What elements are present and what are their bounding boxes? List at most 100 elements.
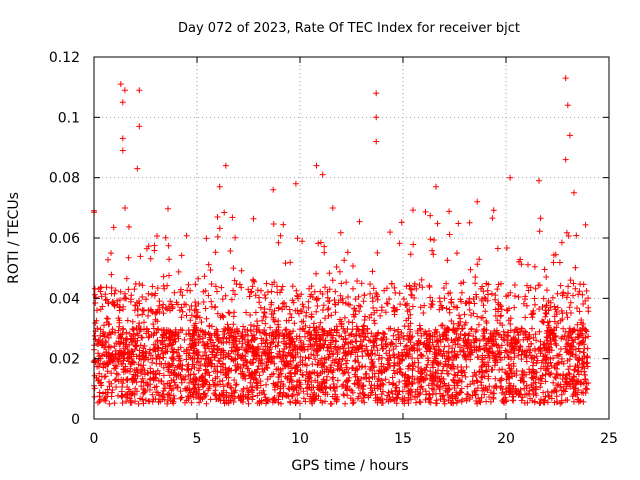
roti-point <box>141 371 148 378</box>
roti-point <box>542 356 549 362</box>
roti-point <box>275 318 282 324</box>
roti-point <box>508 339 514 346</box>
roti-point <box>206 385 212 392</box>
roti-point <box>294 368 301 375</box>
roti-point <box>341 314 348 321</box>
roti-point <box>108 284 115 291</box>
roti-point <box>146 333 153 340</box>
roti-point <box>472 274 479 281</box>
roti-point <box>210 368 217 375</box>
roti-point <box>504 337 511 344</box>
roti-point <box>171 346 177 353</box>
roti-point <box>322 389 329 396</box>
roti-point <box>498 280 504 287</box>
roti-point <box>505 292 512 299</box>
roti-point <box>339 355 346 362</box>
roti-point <box>473 294 480 300</box>
roti-point <box>541 345 548 352</box>
roti-point <box>297 353 304 360</box>
roti-point <box>125 254 132 261</box>
roti-point <box>275 239 282 246</box>
roti-point <box>485 338 492 345</box>
roti-point <box>327 339 334 346</box>
roti-point <box>562 345 569 352</box>
roti-point <box>519 374 525 381</box>
roti-point <box>398 219 405 226</box>
roti-point <box>303 309 310 316</box>
roti-point <box>232 333 239 340</box>
roti-point <box>262 320 269 327</box>
roti-point <box>159 393 166 399</box>
chart-title: Day 072 of 2023, Rate Of TEC Index for r… <box>178 21 520 36</box>
roti-point <box>234 345 241 352</box>
roti-point <box>458 385 465 392</box>
x-tick-label: 0 <box>90 431 99 447</box>
roti-point <box>245 286 252 293</box>
roti-point <box>283 303 290 310</box>
roti-point <box>316 323 323 330</box>
roti-point <box>312 356 319 363</box>
roti-point <box>536 306 543 312</box>
roti-point <box>328 367 335 374</box>
roti-point <box>177 372 184 378</box>
roti-point <box>236 338 243 345</box>
roti-point <box>143 296 149 303</box>
roti-point <box>272 343 279 350</box>
roti-point <box>247 289 254 296</box>
roti-point <box>401 346 408 353</box>
roti-point <box>375 376 382 383</box>
roti-point <box>117 81 124 88</box>
roti-point <box>285 363 292 370</box>
roti-point <box>156 298 163 305</box>
roti-point <box>444 362 451 369</box>
roti-point <box>506 354 512 361</box>
roti-point <box>183 346 190 353</box>
roti-point <box>553 311 560 318</box>
roti-point <box>339 343 346 350</box>
roti-point <box>396 334 403 341</box>
roti-point <box>248 288 255 295</box>
roti-point <box>306 285 313 292</box>
roti-point <box>120 306 126 313</box>
roti-point <box>374 296 381 303</box>
roti-point <box>270 316 277 323</box>
roti-point <box>150 332 157 339</box>
roti-point <box>574 305 580 312</box>
roti-point <box>302 333 308 340</box>
roti-point <box>512 293 518 299</box>
roti-point <box>112 362 118 369</box>
roti-point <box>468 326 475 333</box>
roti-point <box>434 338 441 345</box>
roti-point <box>254 322 261 329</box>
roti-point <box>368 364 374 370</box>
roti-point <box>526 387 533 394</box>
roti-point <box>458 368 465 375</box>
roti-point <box>232 356 239 363</box>
roti-point <box>228 355 235 362</box>
roti-point <box>401 323 408 330</box>
roti-point <box>364 326 371 333</box>
roti-point <box>461 311 468 318</box>
roti-point <box>410 241 417 248</box>
roti-point <box>548 362 555 369</box>
roti-point <box>109 326 116 333</box>
roti-point <box>472 391 479 398</box>
roti-point <box>546 318 553 325</box>
y-tick-label: 0.04 <box>49 291 80 307</box>
roti-point <box>369 268 376 275</box>
roti-point <box>193 359 200 366</box>
roti-point <box>146 376 153 383</box>
roti-point <box>196 314 203 321</box>
roti-point <box>343 279 350 286</box>
roti-point <box>257 304 264 311</box>
roti-point <box>405 381 412 388</box>
roti-point <box>286 344 293 351</box>
roti-point <box>575 291 582 298</box>
roti-point <box>407 311 414 318</box>
roti-point <box>207 357 214 364</box>
roti-point <box>494 317 501 324</box>
x-tick-label: 5 <box>193 431 202 447</box>
roti-point <box>576 355 583 362</box>
roti-point <box>579 291 586 298</box>
roti-point <box>219 360 226 367</box>
